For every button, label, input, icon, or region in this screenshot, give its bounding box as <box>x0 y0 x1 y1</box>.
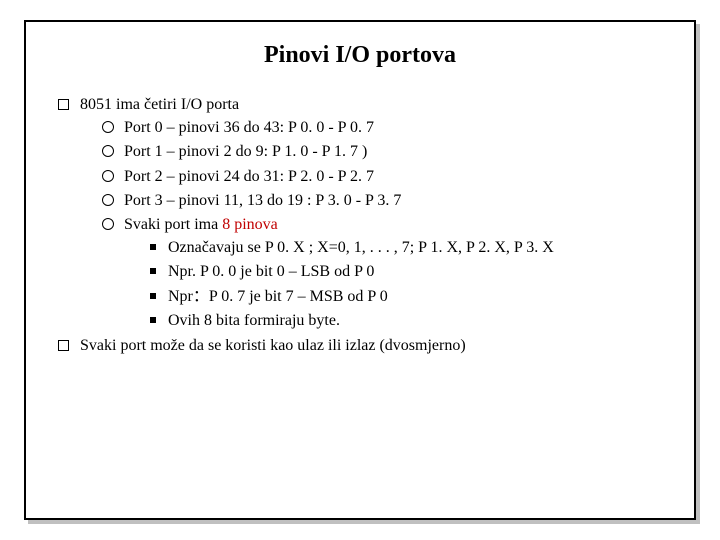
slide-content: 8051 ima četiri I/O porta Port 0 – pinov… <box>56 93 664 357</box>
list-item-text: Port 1 – pinovi 2 do 9: P 1. 0 - P 1. 7 … <box>124 143 367 160</box>
slide-frame: Pinovi I/O portova 8051 ima četiri I/O p… <box>24 20 696 520</box>
list-item: 8051 ima četiri I/O porta Port 0 – pinov… <box>56 93 664 332</box>
list-item: Označavaju se P 0. X ; X=0, 1, . . . , 7… <box>150 236 664 259</box>
list-item-text-red: 8 pinova <box>222 216 278 233</box>
list-item-text: Port 0 – pinovi 36 do 43: P 0. 0 - P 0. … <box>124 119 374 136</box>
list-item: Svaki port ima 8 pinova Označavaju se P … <box>102 213 664 332</box>
list-item: Port 3 – pinovi 11, 13 do 19 : P 3. 0 - … <box>102 189 664 212</box>
list-item-text: 8051 ima četiri I/O porta <box>80 96 239 113</box>
list-item-text: Označavaju se P 0. X ; X=0, 1, . . . , 7… <box>168 239 554 256</box>
list-item-text: Port 2 – pinovi 24 do 31: P 2. 0 - P 2. … <box>124 168 374 185</box>
list-item: Npr. P 0. 0 je bit 0 – LSB od P 0 <box>150 260 664 283</box>
list-item: Npr：P 0. 7 je bit 7 – MSB od P 0 <box>150 285 664 308</box>
bullet-list-level3: Označavaju se P 0. X ; X=0, 1, . . . , 7… <box>124 236 664 332</box>
slide-title: Pinovi I/O portova <box>56 42 664 69</box>
list-item-text: Npr. P 0. 0 je bit 0 – LSB od P 0 <box>168 263 374 280</box>
bullet-list-level2: Port 0 – pinovi 36 do 43: P 0. 0 - P 0. … <box>80 116 664 332</box>
list-item: Svaki port može da se koristi kao ulaz i… <box>56 334 664 357</box>
list-item-text: Npr：P 0. 7 je bit 7 – MSB od P 0 <box>168 288 388 305</box>
bullet-list-level1: 8051 ima četiri I/O porta Port 0 – pinov… <box>56 93 664 357</box>
list-item: Port 0 – pinovi 36 do 43: P 0. 0 - P 0. … <box>102 116 664 139</box>
list-item-text: Svaki port može da se koristi kao ulaz i… <box>80 337 466 354</box>
list-item-text-pre: Svaki port ima <box>124 216 222 233</box>
list-item-text: Port 3 – pinovi 11, 13 do 19 : P 3. 0 - … <box>124 192 401 209</box>
list-item: Ovih 8 bita formiraju byte. <box>150 309 664 332</box>
list-item: Port 2 – pinovi 24 do 31: P 2. 0 - P 2. … <box>102 165 664 188</box>
list-item: Port 1 – pinovi 2 do 9: P 1. 0 - P 1. 7 … <box>102 140 664 163</box>
list-item-text: Ovih 8 bita formiraju byte. <box>168 312 340 329</box>
